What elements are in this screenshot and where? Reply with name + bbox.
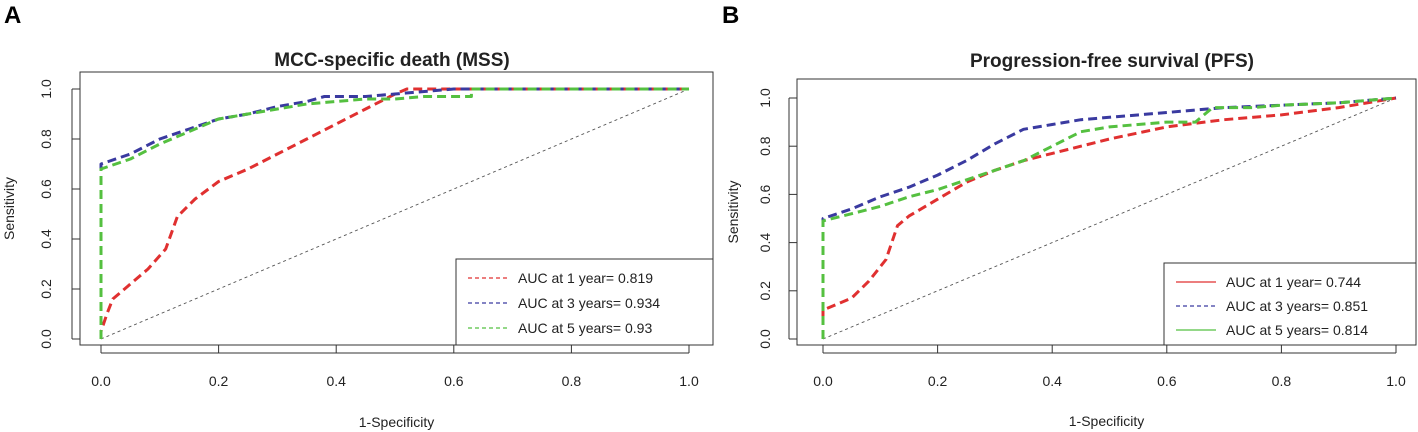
- reference-diagonal: [100, 88, 690, 340]
- legend-box: [1163, 262, 1417, 346]
- legend: AUC at 1 year= 0.819 AUC at 3 years= 0.93…: [455, 258, 714, 346]
- series-line-3: [821, 96, 1397, 339]
- y-tick-label: 0.8: [38, 129, 54, 149]
- y-tick-label: 0.0: [38, 329, 54, 349]
- y-tick-label: 0.8: [757, 136, 773, 156]
- y-tick-label: 1.0: [38, 79, 54, 99]
- legend-label-3: AUC at 5 years= 0.814: [1226, 322, 1368, 338]
- x-tick-label: 0.2: [928, 373, 948, 389]
- x-tick-label: 0.0: [91, 373, 111, 389]
- x-tick-label: 0.4: [326, 373, 346, 389]
- x-tick-label: 0.6: [1157, 373, 1177, 389]
- plot-frame: [79, 71, 714, 346]
- legend-label-1: AUC at 1 year= 0.744: [1226, 274, 1361, 290]
- y-tick-label: 0.6: [757, 184, 773, 204]
- x-tick-label: 0.0: [813, 373, 833, 389]
- y-axis-title: Sensitivity: [1, 177, 17, 240]
- plot-frame: [796, 78, 1417, 346]
- y-axis-title: Sensitivity: [725, 180, 741, 243]
- x-tick-label: 1.0: [1386, 373, 1406, 389]
- x-tick-label: 1.0: [679, 373, 699, 389]
- x-tick-label: 0.2: [209, 373, 229, 389]
- x-tick-label: 0.6: [444, 373, 464, 389]
- chart-title: MCC-specific death (MSS): [274, 50, 509, 71]
- y-tick-label: 0.2: [757, 281, 773, 301]
- y-tick-label: 1.0: [757, 88, 773, 108]
- legend-label-2: AUC at 3 years= 0.934: [518, 295, 660, 311]
- y-tick-label: 0.2: [38, 279, 54, 299]
- y-tick-label: 0.4: [757, 233, 773, 253]
- y-tick-label: 0.4: [38, 229, 54, 249]
- series-line-1: [99, 87, 689, 339]
- x-axis-title: 1-Specificity: [359, 414, 434, 430]
- legend-box: [455, 258, 714, 346]
- x-tick-label: 0.8: [562, 373, 582, 389]
- chart-mss: MCC-specific death (MSS) 0.0 0.2 0.4 0.6 0.8 1…: [1, 50, 714, 430]
- legend-label-2: AUC at 3 years= 0.851: [1226, 298, 1368, 314]
- reference-diagonal: [822, 97, 1397, 340]
- x-axis-title: 1-Specificity: [1069, 413, 1144, 429]
- legend-label-3: AUC at 5 years= 0.93: [518, 320, 652, 336]
- x-tick-label: 0.8: [1272, 373, 1292, 389]
- panel-label-b: B: [722, 2, 740, 29]
- chart-title: Progression-free survival (PFS): [970, 51, 1254, 72]
- series-line-3: [99, 87, 689, 339]
- x-tick-label: 0.4: [1042, 373, 1062, 389]
- y-tick-label: 0.6: [38, 179, 54, 199]
- panel-label-a: A: [4, 2, 22, 29]
- y-tick-label: 0.0: [757, 329, 773, 349]
- legend-label-1: AUC at 1 year= 0.819: [518, 270, 653, 286]
- legend: AUC at 1 year= 0.744 AUC at 3 years= 0.85…: [1163, 262, 1417, 346]
- chart-pfs: Progression-free survival (PFS) 0.0 0.2 0.4…: [725, 51, 1417, 429]
